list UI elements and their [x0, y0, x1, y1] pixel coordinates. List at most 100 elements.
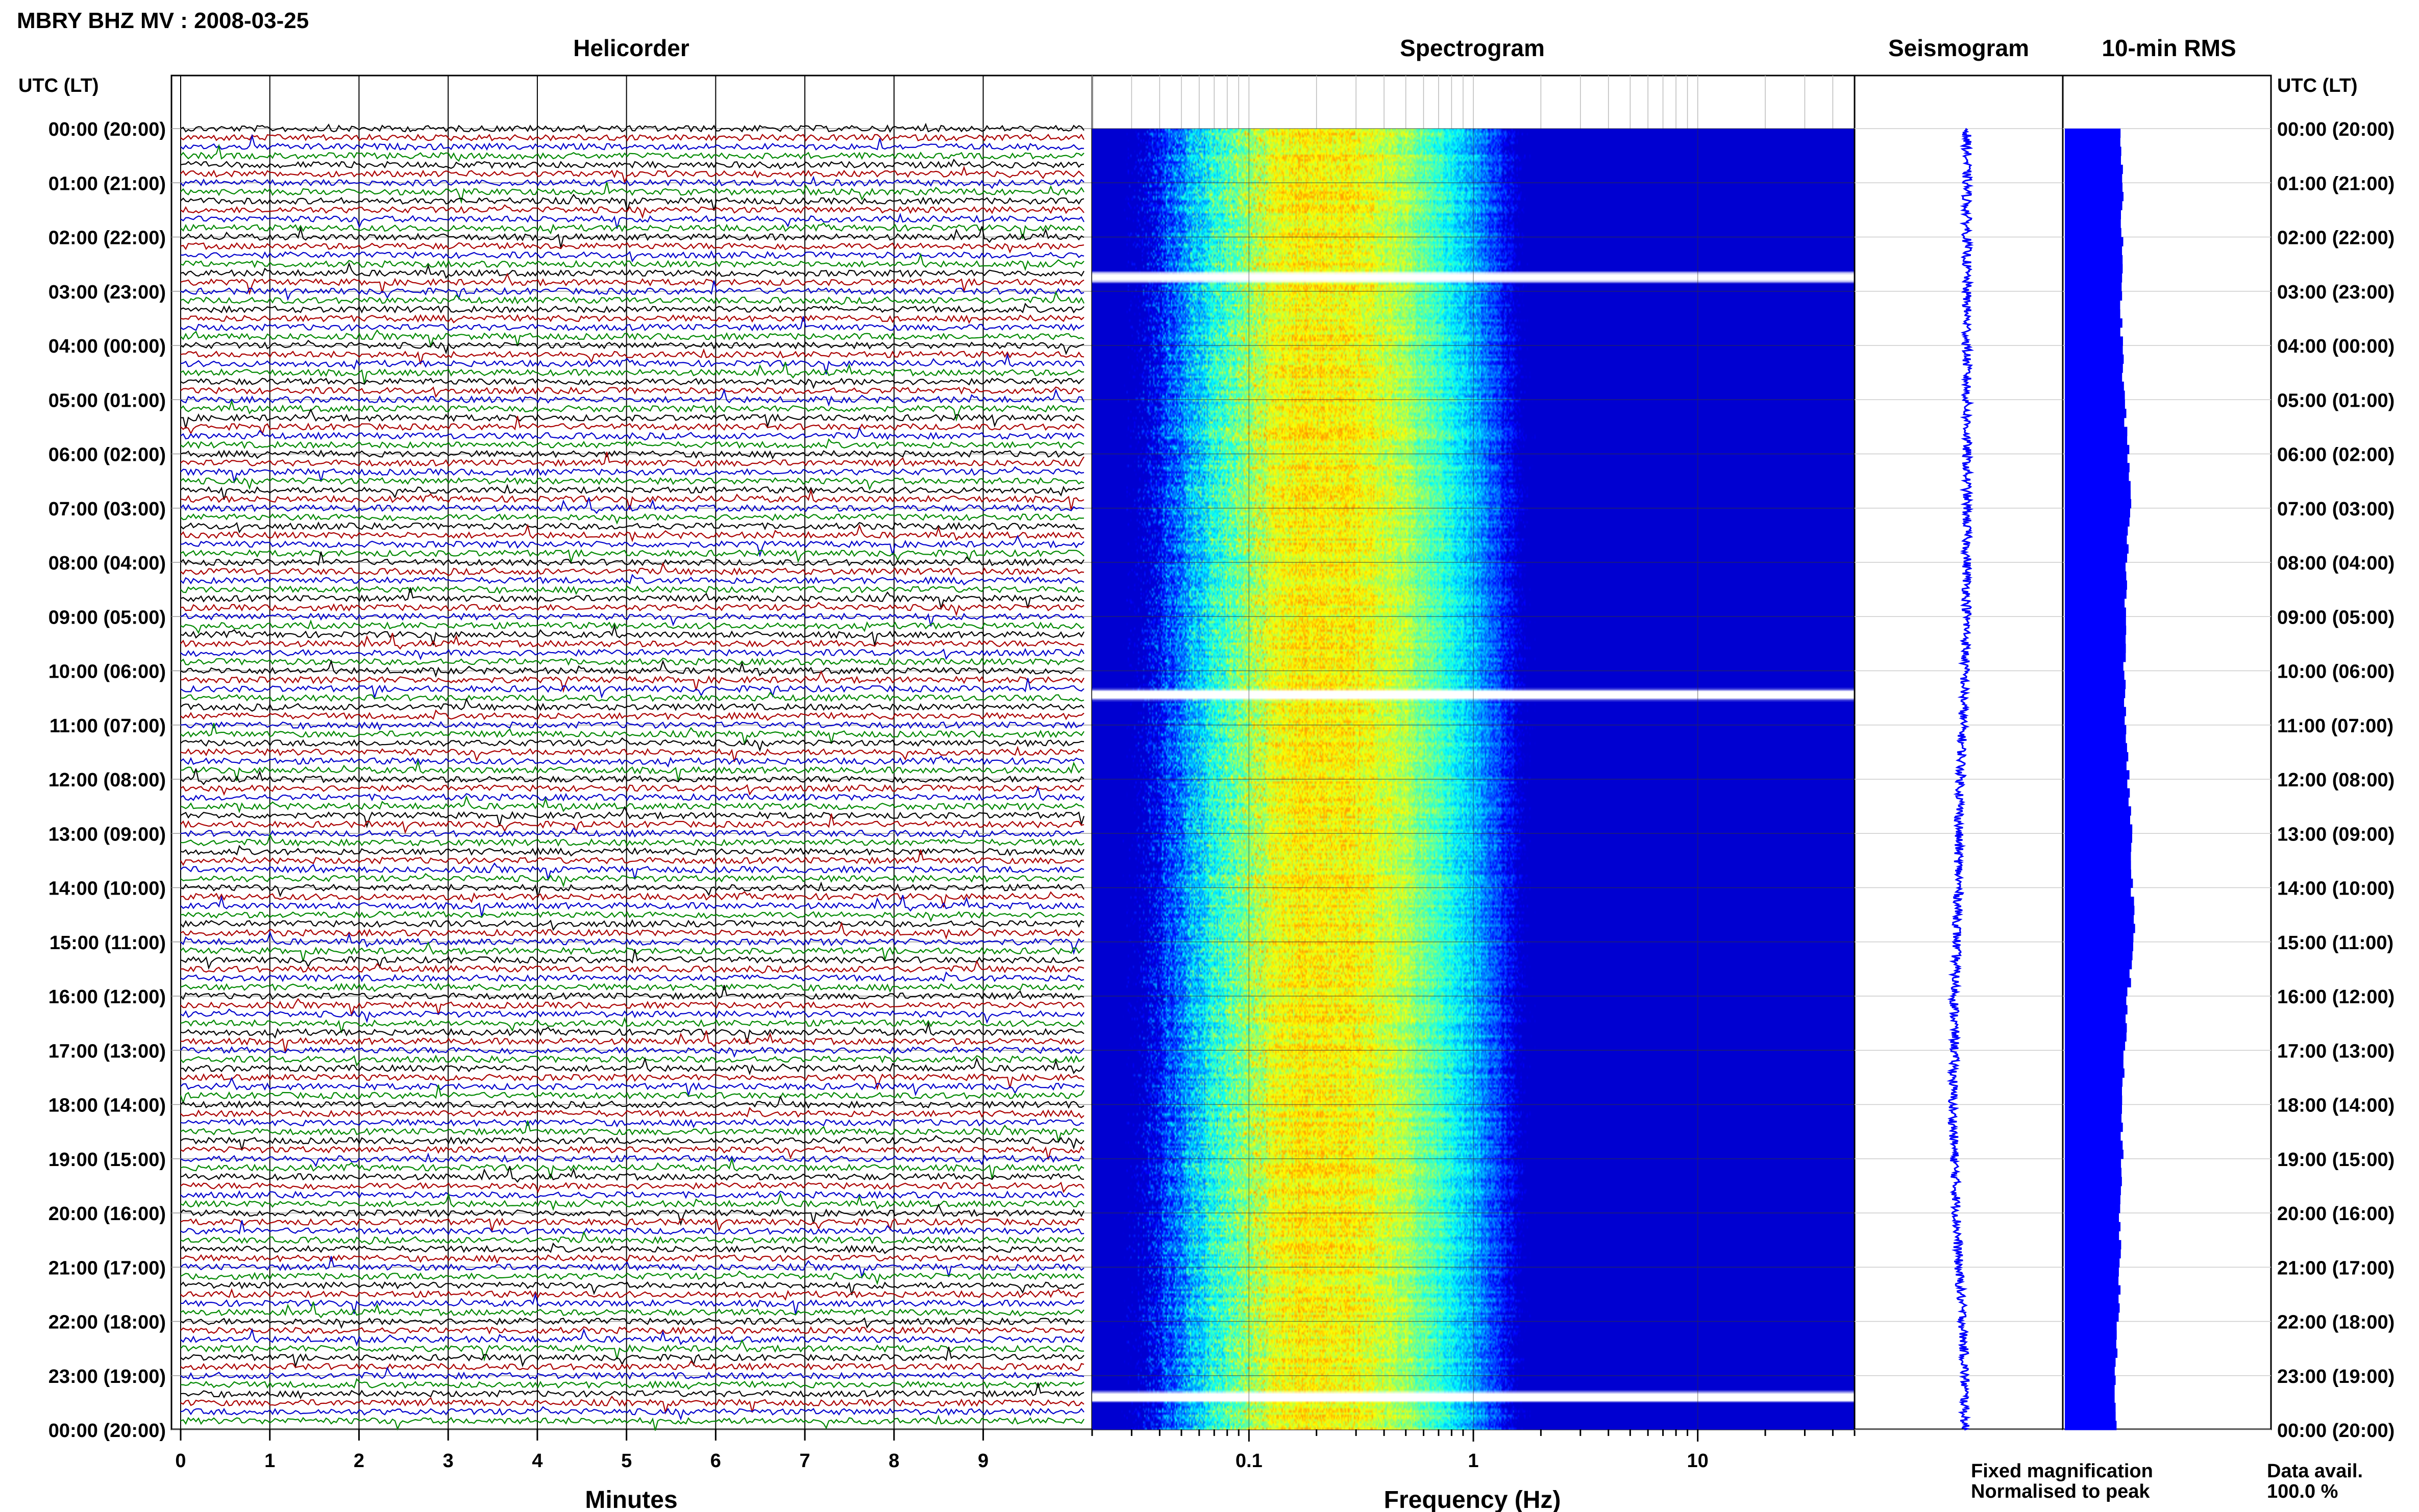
helicorder-trace	[180, 709, 1084, 722]
helicorder-trace	[180, 1292, 1084, 1315]
rms-bar	[2065, 643, 2126, 653]
helicorder-trace	[180, 1406, 1084, 1421]
helicorder-trace	[180, 386, 1084, 398]
time-label-right: 14:00 (10:00)	[2277, 878, 2395, 900]
rms-bar	[2065, 680, 2126, 689]
rms-bar	[2065, 969, 2130, 979]
rms-bar	[2065, 716, 2125, 726]
rms-bar	[2065, 887, 2131, 897]
helicorder-trace	[180, 1328, 1084, 1347]
rms-bar	[2065, 183, 2122, 192]
helicorder-trace	[180, 551, 1084, 567]
helicorder-trace	[180, 1084, 1084, 1105]
rms-bar	[2065, 1330, 2117, 1340]
rms-bar	[2065, 661, 2124, 672]
spectrogram-title: Spectrogram	[1400, 35, 1545, 61]
rms-bar	[2065, 815, 2130, 825]
rms-bar	[2065, 842, 2132, 852]
time-label-right: 05:00 (01:00)	[2277, 390, 2395, 411]
rms-bar	[2065, 444, 2130, 455]
helicorder-trace	[180, 698, 1084, 712]
rms-bar	[2065, 1213, 2119, 1223]
helicorder-trace	[180, 1181, 1084, 1194]
rms-bar	[2065, 173, 2122, 183]
time-label-right: 07:00 (03:00)	[2277, 499, 2395, 520]
helicorder-trace	[180, 388, 1084, 407]
rms-bar	[2065, 698, 2125, 707]
helicorder-trace	[180, 353, 1084, 375]
rms-bar	[2065, 770, 2130, 780]
rms-bar	[2065, 436, 2128, 445]
helicorder-trace	[180, 759, 1084, 781]
rms-bar	[2065, 354, 2124, 364]
helicorder-trace	[180, 291, 1084, 305]
time-label-left: 21:00 (17:00)	[48, 1257, 166, 1279]
rms-bar	[2065, 987, 2128, 997]
helicorder-trace	[180, 303, 1084, 314]
time-label-left: 16:00 (12:00)	[48, 986, 166, 1008]
helicorder-trace	[180, 895, 1084, 917]
helicorder-trace	[180, 1095, 1084, 1109]
rms-bar	[2065, 1231, 2119, 1241]
helicorder-trace	[180, 399, 1084, 422]
helicorder-trace	[180, 377, 1084, 389]
rms-bar	[2065, 996, 2127, 1006]
time-label-right: 23:00 (19:00)	[2277, 1366, 2395, 1387]
rms-bar	[2065, 580, 2127, 590]
time-label-left: 22:00 (18:00)	[48, 1312, 166, 1333]
data-availability-label: Data avail.	[2267, 1460, 2363, 1482]
time-label-left: 14:00 (10:00)	[48, 878, 166, 900]
helicorder-trace	[180, 737, 1084, 752]
helicorder-trace	[180, 1021, 1084, 1043]
rms-bar	[2065, 878, 2133, 888]
rms-bar	[2065, 1086, 2122, 1096]
rms-bar	[2065, 1141, 2123, 1150]
rms-bar	[2065, 1104, 2122, 1114]
rms-bar	[2065, 1222, 2121, 1231]
rms-bar	[2065, 1122, 2123, 1132]
rms-bar	[2065, 1411, 2116, 1421]
helicorder-trace	[180, 477, 1084, 491]
rms-bar	[2065, 634, 2126, 644]
rms-title: 10-min RMS	[2102, 35, 2236, 61]
helicorder-trace	[180, 483, 1084, 500]
time-label-right: 15:00 (11:00)	[2277, 932, 2393, 954]
rms-bar	[2065, 743, 2127, 753]
helicorder-trace	[180, 416, 1084, 436]
helicorder-trace	[180, 262, 1084, 279]
rms-bar	[2065, 373, 2122, 382]
helicorder-trace	[180, 1192, 1084, 1211]
minute-tick-label: 1	[264, 1450, 275, 1472]
station-title: MBRY BHZ MV : 2008-03-25	[17, 8, 309, 33]
frequency-axis-label: Frequency (Hz)	[1384, 1486, 1561, 1512]
helicorder-trace	[180, 910, 1084, 923]
helicorder-trace	[180, 827, 1084, 838]
rms-bar	[2065, 1294, 2119, 1304]
helicorder-trace	[180, 361, 1084, 384]
rms-bar	[2065, 1402, 2116, 1412]
rms-bar	[2065, 345, 2123, 355]
rms-bar	[2065, 833, 2132, 843]
rms-bar	[2065, 707, 2126, 716]
rms-bar	[2065, 1168, 2121, 1177]
helicorder-trace	[180, 670, 1084, 693]
rms-bar	[2065, 472, 2129, 482]
helicorder-trace	[180, 426, 1084, 441]
time-label-right: 00:00 (20:00)	[2277, 119, 2395, 140]
rms-bar	[2065, 1357, 2116, 1367]
rms-bar	[2065, 1394, 2115, 1403]
helicorder-trace	[180, 513, 1084, 525]
time-label-right: 19:00 (15:00)	[2277, 1149, 2395, 1171]
time-label-right: 09:00 (05:00)	[2277, 607, 2395, 628]
rms-bar	[2065, 688, 2126, 699]
helicorder-trace	[180, 919, 1084, 931]
helicorder-trace	[180, 348, 1084, 365]
data-availability-value: 100.0 %	[2267, 1481, 2338, 1502]
helicorder-trace	[180, 862, 1084, 882]
helicorder-trace	[180, 949, 1084, 970]
rms-bar	[2065, 1303, 2120, 1313]
helicorder-trace	[180, 1395, 1084, 1415]
rms-bar	[2065, 409, 2127, 418]
minute-tick-label: 7	[800, 1450, 810, 1472]
rms-bar	[2065, 400, 2125, 409]
